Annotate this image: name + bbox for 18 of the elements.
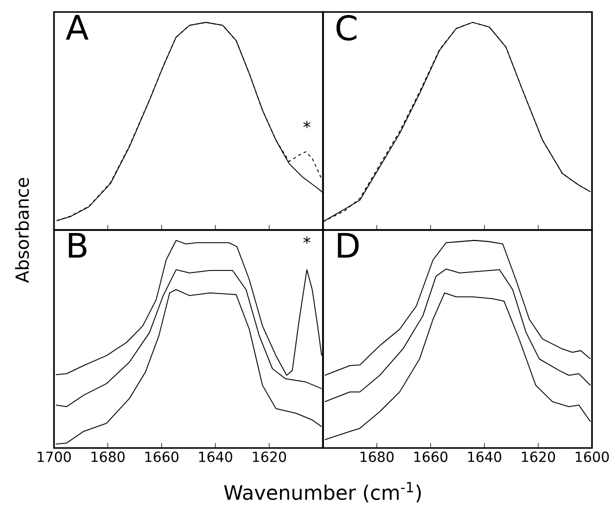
x-tick-label: 1600 [576, 452, 609, 462]
x-tick-label: 1680 [360, 452, 394, 462]
chart-title: C [336, 14, 356, 41]
x-tick-label: 1660 [414, 452, 448, 462]
x-tick-label: 1700 [38, 452, 71, 462]
y-axis-title: Absorbance [15, 178, 29, 283]
x-tick-label: 1660 [145, 452, 178, 462]
chart-title: B [68, 232, 86, 258]
x-tick-label: 1620 [252, 452, 286, 462]
x-tick-label: 1680 [92, 452, 125, 462]
annotation: * [303, 236, 310, 244]
x-axis-title: Wavenumber (cm$^{-1}$) [224, 482, 421, 502]
x-tick-label: 1640 [199, 452, 232, 462]
chart-title: D [338, 232, 359, 258]
x-tick-label: 1640 [468, 452, 502, 462]
chart-title: A [66, 14, 88, 40]
annotation: * [303, 120, 310, 128]
x-tick-label: 1620 [522, 452, 556, 462]
